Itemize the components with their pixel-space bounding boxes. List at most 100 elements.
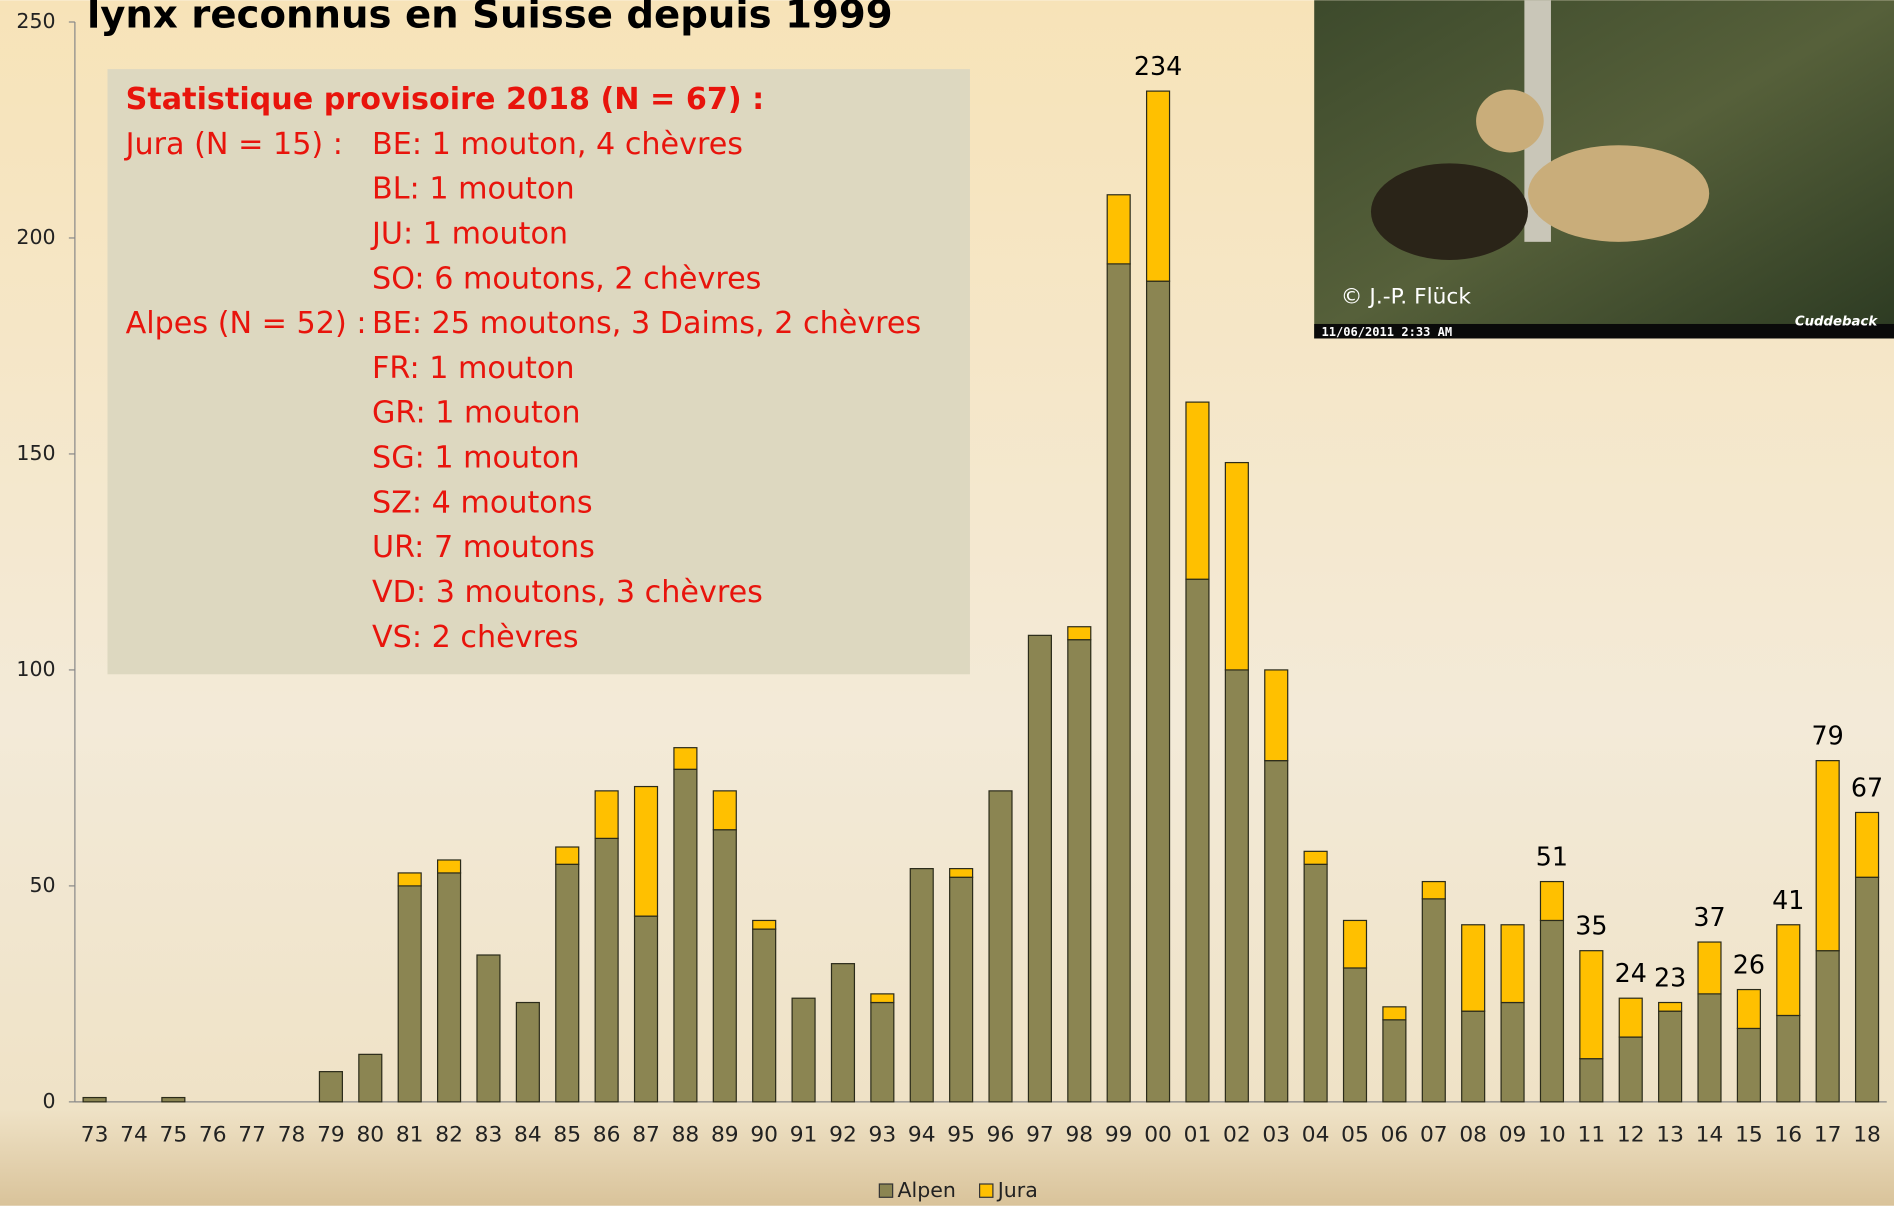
bar-segment [1106, 194, 1131, 265]
bar-segment [1776, 1014, 1801, 1103]
x-tick-label: 91 [790, 1123, 818, 1148]
bar-segment [1815, 760, 1840, 952]
total-label: 35 [1575, 911, 1607, 941]
x-tick-label: 03 [1262, 1123, 1290, 1148]
bar-segment [1106, 263, 1131, 1103]
bar-segment [633, 785, 659, 917]
bar-segment [949, 876, 974, 1103]
box-line: SZ: 4 moutons [372, 485, 593, 520]
bar-segment [949, 868, 974, 878]
box-line: BE: 25 moutons, 3 Daims, 2 chèvres [372, 306, 921, 341]
bar-segment [909, 868, 934, 1103]
bar-segment [712, 829, 737, 1103]
legend-swatch [878, 1183, 894, 1198]
bar-segment [1500, 924, 1525, 1004]
box-line: UR: 7 moutons [372, 530, 595, 565]
x-tick-label: 96 [987, 1123, 1015, 1148]
bar-segment [1264, 669, 1289, 762]
x-tick-label: 74 [120, 1123, 148, 1148]
total-label: 37 [1693, 902, 1725, 932]
bar-segment [988, 790, 1013, 1103]
x-tick-label: 16 [1774, 1123, 1802, 1148]
y-tick-label: 250 [16, 9, 55, 33]
total-label: 79 [1812, 721, 1844, 751]
box-line: SO: 6 moutons, 2 chèvres [372, 261, 761, 296]
bar-segment [1500, 1001, 1525, 1103]
x-tick-label: 13 [1656, 1123, 1684, 1148]
x-tick-label: 93 [869, 1123, 897, 1148]
bar-segment [515, 1001, 540, 1103]
bar-segment [1658, 1010, 1683, 1103]
bar-segment [1303, 850, 1328, 865]
bar-segment [1382, 1006, 1407, 1021]
x-tick-label: 73 [81, 1123, 109, 1148]
bar-segment [1382, 1019, 1407, 1103]
photo-credit: © J.-P. Flück [1341, 284, 1472, 309]
photo-strip [1314, 323, 1894, 339]
x-tick-label: 15 [1735, 1123, 1763, 1148]
bar-segment [752, 928, 777, 1103]
bar-segment [437, 859, 462, 874]
box-line: BL: 1 mouton [372, 172, 575, 207]
x-tick-label: 90 [750, 1123, 778, 1148]
legend-label: Alpen [897, 1178, 955, 1202]
bar-segment [1342, 919, 1368, 969]
x-tick-label: 81 [396, 1123, 424, 1148]
box-line: FR: 1 mouton [372, 351, 574, 386]
x-tick-label: 14 [1696, 1123, 1724, 1148]
bar-segment [633, 915, 659, 1103]
bar-segment [752, 919, 777, 930]
bar-segment [1539, 880, 1565, 922]
x-tick-label: 18 [1853, 1123, 1881, 1148]
total-label: 67 [1851, 773, 1883, 803]
bar-segment [870, 1001, 895, 1103]
photo: © J.-P. Flück 11/06/2011 2:33 AM Cuddeba… [1314, 0, 1894, 339]
bar-segment [1224, 669, 1249, 1103]
photo-prey [1370, 163, 1529, 260]
box-line: BE: 1 mouton, 4 chèvres [372, 127, 743, 162]
bar-segment [1027, 634, 1052, 1103]
x-tick-label: 84 [514, 1123, 542, 1148]
bar-segment [82, 1096, 107, 1103]
x-tick-label: 94 [908, 1123, 936, 1148]
x-tick-label: 85 [553, 1123, 581, 1148]
bar-segment [1264, 760, 1289, 1103]
bar-segment [1854, 811, 1880, 878]
photo-brand: Cuddeback [1795, 315, 1878, 330]
bar-segment [1736, 1027, 1761, 1103]
annotation-box [107, 69, 970, 675]
chart-title: lynx reconnus en Suisse depuis 1999 [87, 0, 893, 38]
bar-segment [555, 863, 580, 1103]
box-line: VS: 2 chèvres [372, 620, 579, 655]
bar-segment [1618, 1036, 1643, 1103]
x-tick-label: 78 [278, 1123, 306, 1148]
bar-segment [712, 790, 737, 831]
y-tick-label: 150 [16, 441, 55, 465]
y-tick-label: 0 [43, 1089, 56, 1113]
x-tick-label: 17 [1814, 1123, 1842, 1148]
bar-segment [437, 872, 462, 1103]
bar-segment [1697, 941, 1722, 995]
bar-segment [1145, 90, 1171, 282]
x-tick-label: 92 [829, 1123, 857, 1148]
x-tick-label: 82 [435, 1123, 463, 1148]
x-tick-label: 01 [1184, 1123, 1212, 1148]
bar-segment [318, 1071, 343, 1103]
box-group-label: Alpes (N = 52) : [126, 306, 367, 341]
total-label: 26 [1733, 950, 1765, 980]
y-tick-label: 100 [16, 657, 55, 681]
x-tick-label: 12 [1617, 1123, 1645, 1148]
bar-segment [870, 993, 895, 1004]
total-label: 23 [1654, 963, 1686, 993]
bar-segment [1736, 988, 1761, 1030]
bar-segment [1854, 876, 1880, 1103]
bar-segment [1539, 919, 1565, 1103]
box-group-label: Jura (N = 15) : [124, 127, 343, 162]
box-line: GR: 1 mouton [372, 396, 580, 431]
photo-lynx [1528, 145, 1710, 242]
bar-segment [1618, 997, 1643, 1038]
x-tick-label: 07 [1420, 1123, 1448, 1148]
bar-segment [791, 997, 816, 1103]
bar-segment [1421, 898, 1446, 1103]
